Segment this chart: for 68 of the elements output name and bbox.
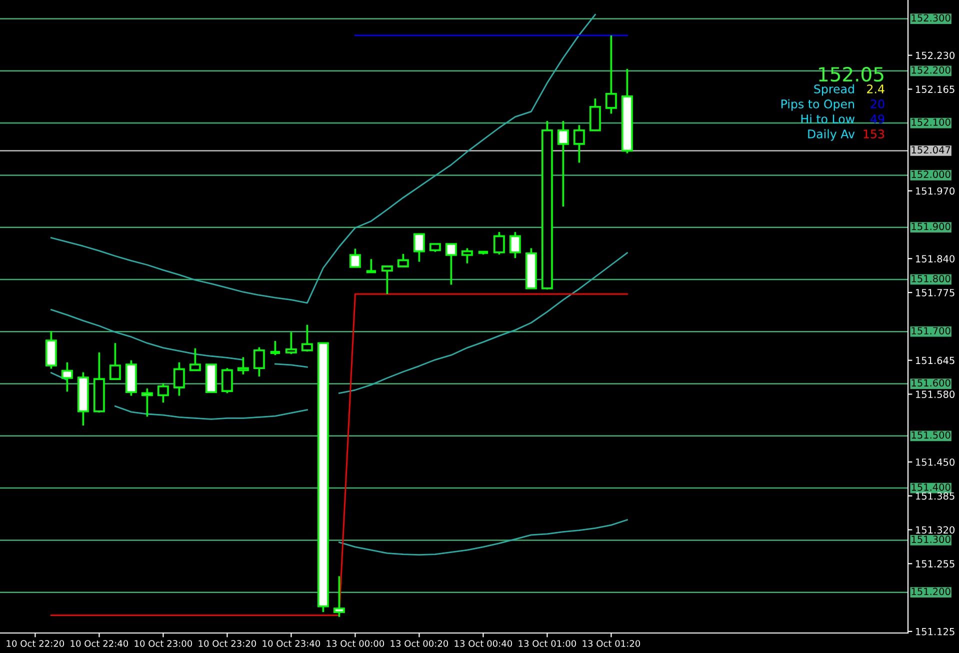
candlestick — [589, 98, 601, 132]
y-tick-label: 151.450 — [916, 458, 955, 466]
ref-line-label: 152.000 — [912, 170, 950, 178]
ref-line-label: 151.900 — [912, 222, 950, 230]
ref-line-label: 152.200 — [912, 66, 950, 74]
candlestick — [157, 382, 169, 404]
y-tick-label: 152.230 — [916, 52, 955, 60]
ref-line-label: 151.600 — [912, 379, 950, 387]
candlestick — [141, 388, 153, 418]
candlestick — [333, 575, 345, 618]
ref-line-label: 151.200 — [912, 588, 950, 596]
y-tick-label: 151.580 — [916, 390, 955, 398]
x-tick-label: 13 Oct 00:40 — [454, 640, 512, 647]
ref-line-label: 151.400 — [912, 484, 950, 491]
candlestick — [109, 342, 121, 380]
ref-line-label: 152.300 — [912, 14, 950, 22]
candlestick — [61, 361, 73, 392]
candlestick — [445, 243, 457, 286]
ref-line-label: 151.700 — [912, 327, 950, 334]
y-tick-label: 151.840 — [916, 255, 955, 262]
candlestick — [509, 231, 521, 260]
x-tick-label: 10 Oct 23:20 — [198, 640, 256, 647]
y-tick-label: 151.320 — [916, 526, 955, 534]
candlestick — [573, 124, 585, 164]
candlestick — [285, 331, 297, 355]
candlestick — [349, 248, 361, 268]
y-tick-label: 151.255 — [916, 560, 954, 568]
candlestick — [173, 361, 185, 397]
candlestick — [461, 247, 473, 264]
x-tick-label: 10 Oct 23:00 — [134, 640, 192, 647]
y-tick-label: 151.970 — [916, 187, 955, 195]
text: Hi to Low — [801, 114, 855, 124]
candlestick — [381, 266, 393, 295]
y-tick-label: 151.385 — [916, 492, 954, 500]
ref-line-label: 151.800 — [912, 274, 950, 282]
text: 2.4 — [867, 84, 884, 94]
candlestick — [253, 346, 265, 378]
text: 20 — [870, 99, 884, 108]
y-tick-label: 151.125 — [916, 628, 954, 636]
text: Spread — [814, 84, 854, 96]
x-tick-label: 10 Oct 22:20 — [6, 640, 64, 647]
text: Daily Av — [808, 129, 855, 141]
x-tick-label: 13 Oct 00:00 — [326, 640, 384, 647]
ref-line-label: 151.300 — [912, 536, 950, 544]
x-tick-label: 10 Oct 23:40 — [262, 640, 320, 647]
candlestick — [189, 347, 201, 372]
x-tick-label: 13 Oct 01:00 — [518, 640, 576, 647]
x-tick-label: 13 Oct 01:20 — [582, 640, 640, 647]
candlestick — [237, 356, 249, 376]
ref-line-label: 151.500 — [912, 431, 950, 439]
ref-line-label: 152.100 — [912, 118, 950, 126]
x-tick-label: 10 Oct 22:40 — [70, 640, 128, 647]
text: 49 — [870, 114, 884, 124]
y-tick-label: 151.645 — [916, 356, 954, 364]
x-tick-label: 13 Oct 00:20 — [390, 640, 448, 647]
text: 153 — [864, 129, 884, 138]
text: Pips to Open — [781, 99, 854, 111]
y-tick-label: 151.775 — [916, 289, 954, 296]
candlestick — [397, 253, 409, 268]
candlestick — [221, 367, 233, 394]
candlestick — [413, 233, 425, 263]
y-tick-label: 152.165 — [916, 86, 954, 93]
candlestick — [605, 34, 617, 115]
candlestick — [557, 120, 569, 208]
candlestick — [493, 231, 505, 256]
line-series — [50, 14, 596, 304]
ref-line-label: 152.047 — [912, 146, 950, 154]
candlestick — [301, 324, 313, 352]
